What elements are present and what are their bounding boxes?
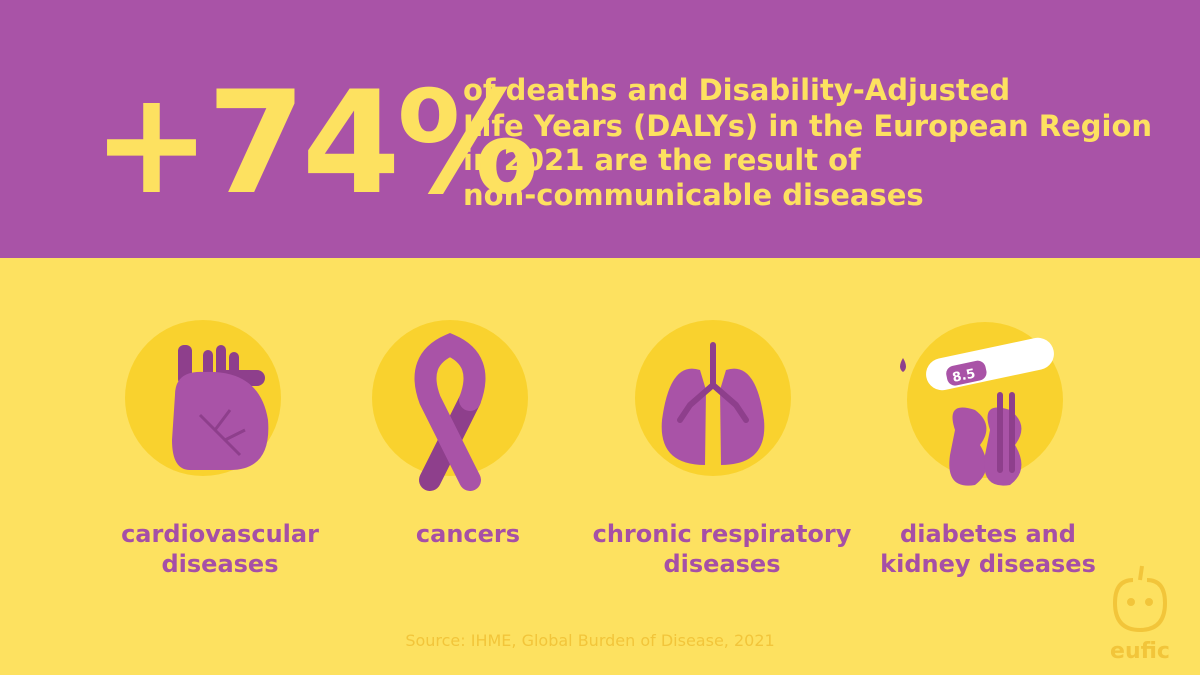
item-label: diseases — [161, 550, 278, 578]
item-label: kidney diseases — [880, 550, 1096, 578]
icon-circle — [372, 320, 528, 476]
heart-icon — [172, 345, 269, 470]
meter-icon: 8.5 — [900, 337, 1054, 486]
source: Source: IHME, Global Burden of Disease, … — [405, 631, 774, 650]
logo: eufic — [1110, 639, 1170, 664]
item-label: cancers — [416, 520, 520, 548]
meter-reading: 8.5 — [951, 366, 977, 385]
ribbon-icon — [414, 333, 486, 491]
headline-line: of deaths and Disability-Adjusted — [463, 73, 1010, 107]
headline-line: non-communicable diseases — [463, 178, 924, 212]
item-label: chronic respiratory — [593, 520, 852, 548]
header-band — [0, 0, 1200, 258]
headline-stat: +74% — [92, 61, 535, 226]
lungs-icon — [661, 342, 765, 465]
item-label: cardiovascular — [121, 520, 319, 548]
item-label: diseases — [663, 550, 780, 578]
logo-mark — [1112, 565, 1168, 633]
headline-line: Life Years (DALYs) in the European Regio… — [463, 109, 1152, 143]
headline-line: in 2021 are the result of — [463, 143, 861, 177]
item-label: diabetes and — [900, 520, 1076, 548]
